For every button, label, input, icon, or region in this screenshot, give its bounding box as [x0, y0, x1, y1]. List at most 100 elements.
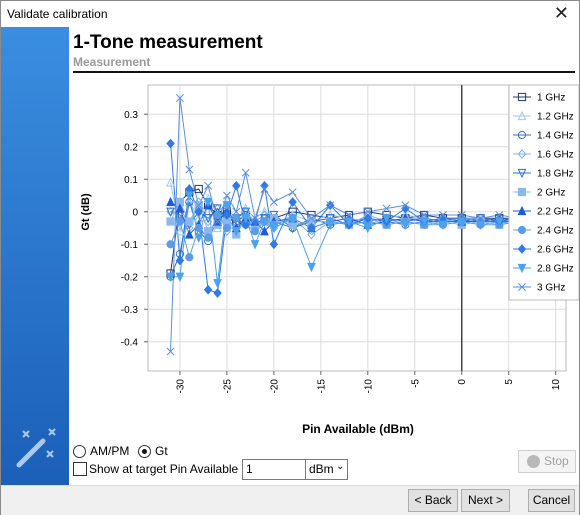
data-point: [400, 220, 410, 231]
data-point: [175, 217, 185, 226]
dialog-button[interactable]: Next >: [461, 489, 510, 512]
y-tick-label: 0.1: [124, 175, 138, 186]
data-point: [232, 214, 241, 223]
x-tick-label: -10: [363, 379, 374, 394]
radio-label: Gt: [155, 444, 168, 458]
unit-label: dBm: [309, 462, 334, 476]
data-point: [213, 204, 222, 214]
data-point: [241, 207, 251, 218]
y-tick-label: -0.2: [121, 272, 139, 283]
title-bar: Validate calibration ✕: [1, 1, 579, 27]
data-point: [222, 223, 232, 233]
legend-label: 1 GHz: [537, 93, 565, 104]
data-point: [438, 211, 447, 219]
data-point: [476, 214, 485, 223]
unit-select[interactable]: dBm ⌄: [305, 459, 348, 480]
data-point: [401, 201, 410, 210]
data-point: [457, 211, 466, 219]
stop-label: Stop: [544, 454, 569, 468]
legend: 1 GHz 1.2 GHz 1.4 GHz 1.6 GHz 1.8 GHz 2 GHz 2.…: [508, 84, 579, 301]
x-tick-label: -30: [175, 379, 186, 394]
data-point: [166, 207, 175, 218]
data-point: [213, 279, 222, 289]
legend-marker: [517, 187, 527, 197]
dialog-button[interactable]: < Back: [408, 489, 458, 512]
checkbox[interactable]: [73, 462, 87, 476]
data-point: [363, 207, 372, 216]
data-point: [307, 214, 316, 223]
legend-label: 2.8 GHz: [537, 264, 574, 275]
data-point: [231, 227, 241, 237]
radio-button[interactable]: [73, 445, 86, 458]
data-point: [457, 217, 467, 227]
data-point: [185, 165, 194, 174]
data-point: [382, 204, 391, 213]
legend-marker: [517, 130, 527, 140]
y-tick-label: 0.3: [124, 110, 138, 121]
data-point: [185, 253, 194, 262]
wand-icon: [16, 428, 56, 468]
y-tick-label: 0: [132, 207, 138, 218]
close-button[interactable]: ✕: [553, 3, 569, 23]
data-point: [204, 181, 213, 190]
data-point: [166, 196, 175, 207]
stop-button[interactable]: Stop: [518, 450, 576, 473]
data-point: [345, 211, 353, 219]
radio-button[interactable]: [138, 445, 151, 458]
dialog-button[interactable]: Cancel: [528, 489, 575, 512]
data-point: [344, 217, 354, 227]
data-point: [260, 185, 269, 193]
x-axis-label: Pin Available (dBm): [302, 422, 414, 436]
data-point: [269, 223, 279, 234]
data-point: [166, 240, 175, 249]
data-point: [185, 217, 194, 226]
data-point: [203, 216, 213, 227]
y-axis-label: Gt (dB): [80, 193, 92, 231]
y-tick-label: 0.2: [124, 142, 138, 153]
data-point: [222, 201, 232, 211]
data-point: [213, 217, 222, 226]
data-point: [194, 201, 203, 210]
data-point: [204, 233, 213, 242]
data-point: [166, 347, 175, 356]
data-point: [203, 197, 213, 208]
window-title: Validate calibration: [7, 7, 108, 21]
legend-marker: [517, 168, 527, 179]
header-title: 1-Tone measurement: [73, 32, 263, 53]
sidebar: [1, 27, 69, 485]
legend-marker: [517, 110, 527, 121]
data-point: [194, 206, 203, 217]
x-tick-label: 0: [457, 379, 468, 385]
data-point: [269, 239, 279, 250]
x-tick-label: -5: [410, 379, 421, 388]
legend-marker: [517, 263, 527, 274]
legend-marker: [517, 225, 527, 235]
x-tick-label: -25: [222, 379, 233, 394]
text-input[interactable]: 1: [242, 459, 306, 480]
dropdown-arrow: ⌄: [336, 461, 345, 472]
data-point: [213, 288, 222, 298]
data-point: [419, 217, 429, 227]
data-point: [175, 94, 184, 102]
data-point: [251, 214, 260, 223]
y-tick-label: -0.4: [121, 337, 139, 348]
data-point: [241, 168, 250, 177]
data-point: [476, 220, 485, 231]
checkbox-label: Show at target Pin Available =: [89, 462, 249, 476]
data-point: [363, 213, 373, 224]
data-point: [325, 220, 335, 231]
data-point: [250, 227, 260, 236]
legend-marker: [518, 283, 526, 291]
header-rule: [73, 71, 575, 73]
legend-label: 1.6 GHz: [537, 150, 574, 161]
y-tick-label: -0.3: [121, 305, 139, 316]
x-tick-label: 10: [551, 379, 562, 391]
data-point: [494, 217, 504, 227]
data-point: [175, 255, 185, 266]
data-point: [307, 229, 316, 240]
legend-label: 1.4 GHz: [537, 131, 574, 142]
data-point: [194, 184, 203, 194]
data-point: [438, 220, 448, 231]
data-point: [166, 138, 175, 149]
